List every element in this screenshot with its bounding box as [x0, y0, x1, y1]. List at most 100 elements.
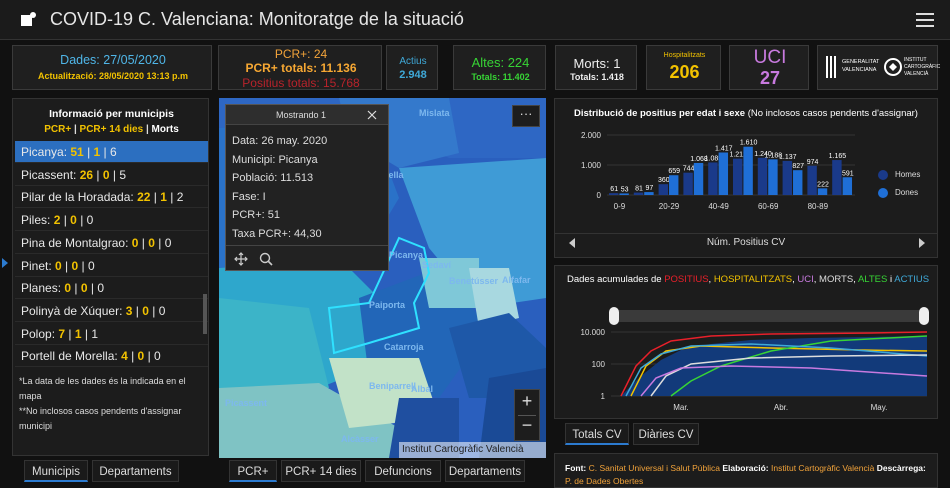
- cum-label-morts: MORTS: [819, 274, 854, 285]
- zoom-to-icon[interactable]: [259, 252, 273, 266]
- municipality-name: Polop:: [21, 326, 56, 341]
- tab-departaments-left[interactable]: Departaments: [92, 460, 179, 482]
- bar-value-label: 53: [621, 186, 629, 193]
- municipality-row[interactable]: Pilar de la Horadada: 22 | 1 | 2: [15, 186, 208, 209]
- active-card: Actius 2.948: [386, 45, 438, 90]
- deaths-count: 6: [110, 145, 117, 159]
- bar-homes: [683, 172, 693, 195]
- municipality-row[interactable]: Portell de Morella: 4 | 0 | 0: [15, 345, 208, 368]
- bar-dones: [669, 175, 679, 195]
- series-line-morts: [625, 343, 928, 397]
- chevron-left-icon[interactable]: [569, 238, 575, 248]
- pan-to-icon[interactable]: [234, 252, 248, 266]
- municipality-row[interactable]: Pinet: 0 | 0 | 0: [15, 255, 208, 277]
- deaths-count: 0: [164, 235, 172, 250]
- tab-departaments-map[interactable]: Departaments: [445, 460, 525, 482]
- deaths-count: 1: [91, 326, 99, 341]
- bar-homes: [807, 165, 817, 195]
- map-place-label: Beniparrell: [369, 381, 417, 391]
- generalitat-logo-icon: [826, 56, 836, 78]
- municipality-row[interactable]: Polop: 7 | 1 | 1: [15, 323, 208, 345]
- bar-dones: [793, 170, 803, 195]
- map-place-label: Albal: [411, 384, 434, 394]
- cumulative-chart-title: Dades acumulades de POSITIUS, HOSPITALIT…: [567, 274, 937, 285]
- pcr-total: PCR+ totals: 11.136: [245, 61, 357, 75]
- zoom-in-button[interactable]: +: [521, 391, 533, 411]
- dates-card: Dades: 27/05/2020 Actualització: 28/05/2…: [12, 45, 212, 90]
- source-desc-link[interactable]: P. de Dades Obertes: [565, 476, 644, 486]
- municipality-row[interactable]: Piles: 2 | 0 | 0: [15, 209, 208, 232]
- discharges-card: Altes: 224 Totals: 11.402: [453, 45, 546, 90]
- pcr-count: 22: [137, 190, 151, 205]
- pcr-count: 51: [70, 145, 84, 159]
- x-tick-label: 60-69: [758, 202, 779, 211]
- tab-diaries-cv[interactable]: Diàries CV: [633, 423, 699, 445]
- tab-pcr[interactable]: PCR+: [229, 460, 277, 482]
- municipality-list[interactable]: Picanya: 51 | 1 | 6 Picassent: 26 | 0 | 5…: [15, 141, 208, 369]
- cum-sep-1: ,: [708, 274, 712, 285]
- active-label: Actius: [399, 56, 427, 67]
- chevron-right-icon[interactable]: [919, 238, 925, 248]
- source-footer: Font: C. Sanitat Universal i Salut Públi…: [554, 453, 938, 488]
- legend-homes-swatch: [878, 170, 888, 180]
- hamburger-menu-icon[interactable]: [916, 12, 934, 28]
- discharges-daily: Altes: 224: [471, 55, 530, 70]
- cum-label-positius: POSITIUS: [664, 274, 709, 285]
- pcr-count: 0: [131, 235, 139, 250]
- bar-value-label: 61: [610, 186, 618, 193]
- bar-value-label: 360: [658, 177, 670, 184]
- source-font-label: Font:: [565, 463, 587, 473]
- close-icon[interactable]: [367, 110, 377, 120]
- pcr-count: 7: [58, 326, 66, 341]
- map-more-button[interactable]: ···: [512, 105, 540, 127]
- map-place-label: Alcàsser: [341, 434, 379, 444]
- municipality-row[interactable]: Pina de Montalgrao: 0 | 0 | 0: [15, 232, 208, 254]
- expand-left-icon[interactable]: [2, 258, 8, 268]
- more-dots-icon: ···: [519, 106, 533, 121]
- zoom-out-button[interactable]: −: [521, 415, 533, 435]
- list-scrollbar[interactable]: [203, 294, 207, 334]
- municipality-name: Pinet:: [21, 258, 52, 273]
- generalitat-logo-text: GENERALITAT VALENCIANA: [842, 59, 880, 73]
- map-place-label: Catarroja: [384, 342, 424, 352]
- pcr14-count: 0: [80, 281, 88, 296]
- range-slider-handle-right[interactable]: [919, 307, 929, 325]
- series-area: [621, 336, 927, 396]
- municipality-row[interactable]: Picassent: 26 | 0 | 5: [15, 164, 208, 186]
- municipality-row[interactable]: Picanya: 51 | 1 | 6: [15, 141, 208, 163]
- positives-total: Positius totals: 15.768: [242, 76, 360, 90]
- source-font-link[interactable]: C. Sanitat Universal i Salut Pública: [588, 463, 720, 473]
- hospitalized-label: Hospitalitzats: [663, 52, 706, 59]
- tab-pcr14[interactable]: PCR+ 14 dies: [281, 460, 361, 482]
- map-place-label: Paiporta: [369, 300, 406, 310]
- map-place-label: Picanya: [389, 250, 424, 260]
- source-elab-link[interactable]: Institut Cartogràfic Valencià: [771, 463, 875, 473]
- bar-value-label: 222: [817, 181, 829, 188]
- bar-dones: [743, 146, 753, 195]
- municipality-row[interactable]: Planes: 0 | 0 | 0: [15, 277, 208, 300]
- cum-label-altes: ALTES: [857, 274, 888, 285]
- bar-value-label: 744: [683, 166, 695, 173]
- bar-homes: [757, 157, 768, 195]
- deaths-count: 0: [88, 258, 95, 273]
- range-slider-track[interactable]: [613, 310, 925, 322]
- tab-defuncions[interactable]: Defuncions: [365, 460, 441, 482]
- pcr-count: 0: [55, 258, 62, 273]
- legend-homes: Homes: [895, 170, 921, 179]
- pcr14-count: 0: [102, 167, 110, 182]
- map-view[interactable]: MislataQuartXirivellaPicanyaPaiportaBene…: [219, 98, 546, 458]
- bar-value-label: 1.240: [754, 151, 772, 158]
- range-slider-handle-left[interactable]: [609, 307, 619, 325]
- x-tick-label: 40-49: [708, 202, 729, 211]
- municipality-row[interactable]: Polinyà de Xúquer: 3 | 0 | 0: [15, 300, 208, 322]
- tab-totals-cv[interactable]: Totals CV: [565, 423, 629, 445]
- virus-logo-icon: [21, 12, 36, 26]
- tab-municipis[interactable]: Municipis: [24, 460, 88, 482]
- municipality-name: Portell de Morella:: [21, 349, 118, 364]
- x-tick-label: 20-29: [659, 202, 680, 211]
- bar-dones: [718, 152, 729, 195]
- pcr14-count: 0: [70, 213, 77, 228]
- bar-value-label: 1.417: [715, 145, 733, 152]
- municipality-name: Pilar de la Horadada:: [21, 190, 134, 205]
- bar-dones: [768, 159, 778, 195]
